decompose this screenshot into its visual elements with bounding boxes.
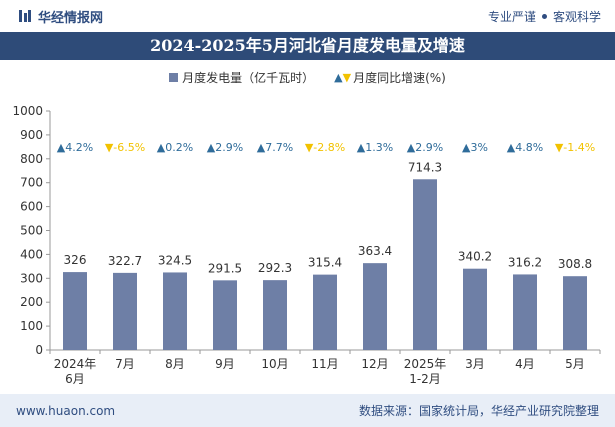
- bar-swatch-icon: [169, 72, 179, 82]
- separator-dot-icon: [541, 13, 547, 19]
- chart-title: 2024-2025年5月河北省月度发电量及增速: [0, 32, 615, 60]
- footer-site-link[interactable]: www.huaon.com: [16, 403, 116, 418]
- triangle-down-icon: ▼: [342, 70, 352, 84]
- y-tick-label: 0: [35, 343, 43, 357]
- x-tick-label: 12月: [361, 357, 388, 371]
- bar-value-label: 363.4: [358, 244, 392, 258]
- bar: [313, 274, 337, 350]
- y-tick-label: 700: [20, 176, 43, 190]
- bar: [463, 268, 487, 350]
- bar-value-label: 315.4: [308, 256, 342, 270]
- footer: www.huaon.com 数据来源：国家统计局，华经产业研究院整理: [0, 394, 615, 427]
- growth-label-up: ▲0.2%: [157, 141, 193, 154]
- x-tick-label: 2024年: [54, 357, 97, 371]
- bar-value-label: 324.5: [158, 253, 192, 267]
- bar: [213, 280, 237, 350]
- y-tick-label: 100: [20, 319, 43, 333]
- tagline-right: 客观科学: [552, 9, 601, 24]
- bar: [413, 179, 437, 350]
- bar-value-label: 714.3: [408, 160, 442, 174]
- logo-icon: [18, 9, 32, 23]
- bar-chart: 0 100 200 300 400 500 600 700 800 900 1000 326 ▲4.2%…: [12, 104, 601, 386]
- tagline-left: 专业严谨: [487, 9, 536, 24]
- x-tick-label: 11月: [311, 357, 338, 371]
- brand-name: 华经情报网: [38, 10, 104, 26]
- y-tick-label: 400: [20, 247, 43, 261]
- bar-value-label: 316.2: [508, 255, 542, 269]
- growth-label-down: ▼-1.4%: [555, 141, 595, 154]
- legend-item-growth: ▲ ▼ 月度同比增速(%): [334, 69, 446, 86]
- triangle-up-icon: ▲: [334, 70, 343, 84]
- y-tick-label: 200: [20, 295, 43, 309]
- growth-label-up: ▲7.7%: [257, 141, 293, 154]
- y-tick-label: 900: [20, 128, 43, 142]
- bar: [263, 280, 287, 350]
- bar: [63, 272, 87, 350]
- bar-value-label: 291.5: [208, 261, 242, 275]
- bar: [113, 272, 137, 350]
- x-tick-label: 3月: [465, 357, 485, 371]
- top-bar: 华经情报网 专业严谨 客观科学: [0, 0, 615, 32]
- growth-label-up: ▲4.2%: [57, 141, 93, 154]
- growth-label-up: ▲2.9%: [407, 141, 443, 154]
- x-tick-label: 1-2月: [409, 372, 441, 386]
- footer-source: 数据来源：国家统计局，华经产业研究院整理: [358, 404, 599, 418]
- growth-label-up: ▲1.3%: [357, 141, 393, 154]
- legend-label-output: 月度发电量（亿千瓦时）: [182, 70, 315, 85]
- legend-label-growth: 月度同比增速(%): [353, 70, 446, 85]
- x-tick-label: 7月: [115, 357, 135, 371]
- bar-value-label: 308.8: [558, 257, 592, 271]
- x-tick-label: 4月: [515, 357, 535, 371]
- growth-label-down: ▼-2.8%: [305, 141, 345, 154]
- chart-legend: 月度发电量（亿千瓦时） ▲ ▼ 月度同比增速(%): [0, 66, 615, 88]
- bar: [513, 274, 537, 350]
- bar-value-label: 292.3: [258, 261, 292, 275]
- growth-label-down: ▼-6.5%: [105, 141, 145, 154]
- growth-label-up: ▲3%: [462, 141, 488, 154]
- bar: [163, 272, 187, 350]
- y-tick-label: 1000: [12, 104, 43, 118]
- bar-value-label: 322.7: [108, 254, 142, 268]
- y-tick-label: 600: [20, 200, 43, 214]
- x-tick-label: 9月: [215, 357, 235, 371]
- x-tick-label: 10月: [261, 357, 288, 371]
- bar-value-label: 326: [64, 253, 87, 267]
- bar: [563, 276, 587, 350]
- y-tick-label: 300: [20, 271, 43, 285]
- x-tick-label: 5月: [565, 357, 585, 371]
- tagline: 专业严谨 客观科学: [488, 8, 601, 25]
- brand[interactable]: 华经情报网: [18, 7, 103, 26]
- bar: [363, 263, 387, 350]
- growth-label-up: ▲2.9%: [207, 141, 243, 154]
- legend-item-output: 月度发电量（亿千瓦时）: [169, 69, 314, 86]
- x-tick-label: 8月: [165, 357, 185, 371]
- y-tick-label: 500: [20, 224, 43, 238]
- bar-value-label: 340.2: [458, 250, 492, 264]
- growth-label-up: ▲4.8%: [507, 141, 543, 154]
- x-tick-label: 6月: [65, 372, 85, 386]
- y-tick-label: 800: [20, 152, 43, 166]
- x-tick-label: 2025年: [404, 357, 447, 371]
